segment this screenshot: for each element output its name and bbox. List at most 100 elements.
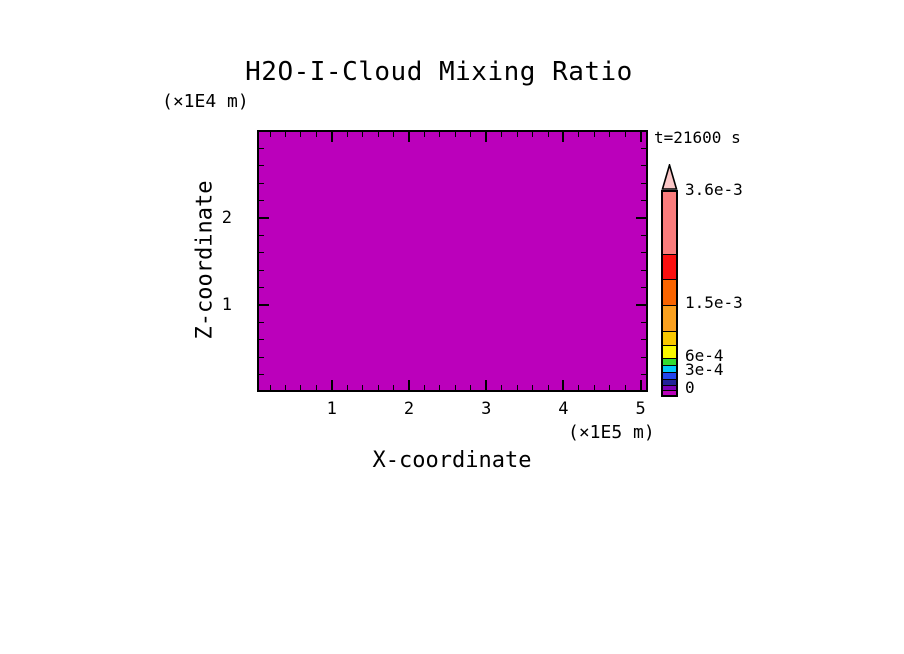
x-tick-top xyxy=(624,132,626,137)
colorbar-segment xyxy=(663,390,676,395)
x-tick-bottom xyxy=(470,385,472,390)
x-tick-top xyxy=(501,132,503,137)
colorbar-label: 3.6e-3 xyxy=(685,180,743,199)
y-tick-left xyxy=(259,321,264,323)
x-tick-top xyxy=(300,132,302,137)
y-tick-right xyxy=(641,147,646,149)
colorbar-segment xyxy=(663,385,676,390)
x-tick-top xyxy=(439,132,441,137)
x-tick-bottom xyxy=(501,385,503,390)
colorbar-segment xyxy=(663,345,676,358)
x-tick-top xyxy=(269,132,271,137)
colorbar-label: 1.5e-3 xyxy=(685,293,743,312)
colorbar-segment xyxy=(663,379,676,385)
x-tick-top xyxy=(578,132,580,137)
x-tick-top xyxy=(285,132,286,137)
x-tick-bottom xyxy=(377,385,379,390)
colorbar-segment xyxy=(663,358,676,365)
x-tick-bottom xyxy=(346,385,348,390)
x-tick-label: 2 xyxy=(403,399,415,419)
y-tick-left xyxy=(259,356,264,358)
x-tick-bottom xyxy=(315,385,317,390)
x-tick-label: 4 xyxy=(558,399,569,419)
x-tick-bottom xyxy=(423,385,425,390)
x-tick-label: 5 xyxy=(635,399,646,419)
colorbar-segment xyxy=(663,372,676,379)
y-tick-left xyxy=(259,339,264,341)
y-tick-left xyxy=(259,200,264,202)
colorbar xyxy=(661,190,678,397)
x-tick-top xyxy=(609,132,611,137)
y-tick-left xyxy=(259,252,264,254)
x-tick-top xyxy=(593,132,595,137)
colorbar-label: 0 xyxy=(685,378,695,397)
x-tick-bottom xyxy=(454,385,456,390)
y-tick-right xyxy=(636,217,646,219)
x-tick-bottom xyxy=(485,380,488,390)
x-tick-top xyxy=(532,132,533,137)
x-tick-bottom xyxy=(547,385,549,390)
y-tick-right xyxy=(641,182,646,184)
x-tick-top xyxy=(315,132,317,137)
x-tick-top xyxy=(454,132,456,137)
x-tick-bottom xyxy=(639,380,642,390)
time-label: t=21600 s xyxy=(654,128,741,147)
x-tick-bottom xyxy=(330,380,333,390)
y-tick-left xyxy=(259,182,264,184)
colorbar-segment xyxy=(663,192,676,254)
y-tick-left xyxy=(259,304,269,306)
colorbar-segment xyxy=(663,331,676,345)
y-tick-right xyxy=(641,374,646,376)
x-tick-bottom xyxy=(362,385,364,390)
chart-title: H2O-I-Cloud Mixing Ratio xyxy=(245,57,633,87)
x-tick-bottom xyxy=(532,385,533,390)
x-tick-bottom xyxy=(439,385,441,390)
y-tick-right xyxy=(636,304,646,306)
colorbar-label: 3e-4 xyxy=(685,360,724,379)
y-tick-right xyxy=(641,321,646,323)
colorbar-segment xyxy=(663,279,676,305)
x-tick-label: 3 xyxy=(481,399,492,419)
x-tick-top xyxy=(362,132,364,137)
y-tick-right xyxy=(641,200,646,202)
x-tick-bottom xyxy=(393,385,395,390)
x-tick-bottom xyxy=(516,385,518,390)
x-tick-bottom xyxy=(408,380,410,390)
x-tick-bottom xyxy=(562,380,565,390)
y-tick-right xyxy=(641,287,646,289)
x-tick-top xyxy=(393,132,395,137)
x-tick-top xyxy=(377,132,379,137)
y-tick-label: 1 xyxy=(221,295,232,315)
x-tick-top xyxy=(562,132,565,142)
x-tick-bottom xyxy=(269,385,271,390)
x-tick-top xyxy=(330,132,333,142)
y-tick-left xyxy=(259,147,264,149)
y-tick-left xyxy=(259,234,264,236)
y-tick-label: 2 xyxy=(221,208,232,228)
x-tick-bottom xyxy=(624,385,626,390)
colorbar-segment xyxy=(663,365,676,372)
colorbar-segment xyxy=(663,254,676,279)
y-tick-left xyxy=(259,217,269,219)
y-tick-left xyxy=(259,374,264,376)
colorbar-arrow-icon xyxy=(661,164,678,190)
x-tick-top xyxy=(408,132,410,142)
x-tick-top xyxy=(423,132,425,137)
y-tick-right xyxy=(641,252,646,254)
y-axis-factor: (×1E4 m) xyxy=(162,91,249,112)
x-tick-bottom xyxy=(593,385,595,390)
colorbar-segment xyxy=(663,305,676,331)
x-tick-bottom xyxy=(609,385,611,390)
y-tick-right xyxy=(641,356,646,358)
y-tick-left xyxy=(259,269,264,271)
x-tick-top xyxy=(547,132,549,137)
x-tick-top xyxy=(485,132,488,142)
x-tick-top xyxy=(470,132,472,137)
x-axis-factor: (×1E5 m) xyxy=(568,422,655,443)
x-tick-top xyxy=(346,132,348,137)
y-tick-right xyxy=(641,339,646,341)
colorbar-label: 6e-4 xyxy=(685,346,724,365)
y-tick-right xyxy=(641,269,646,271)
x-tick-bottom xyxy=(300,385,302,390)
